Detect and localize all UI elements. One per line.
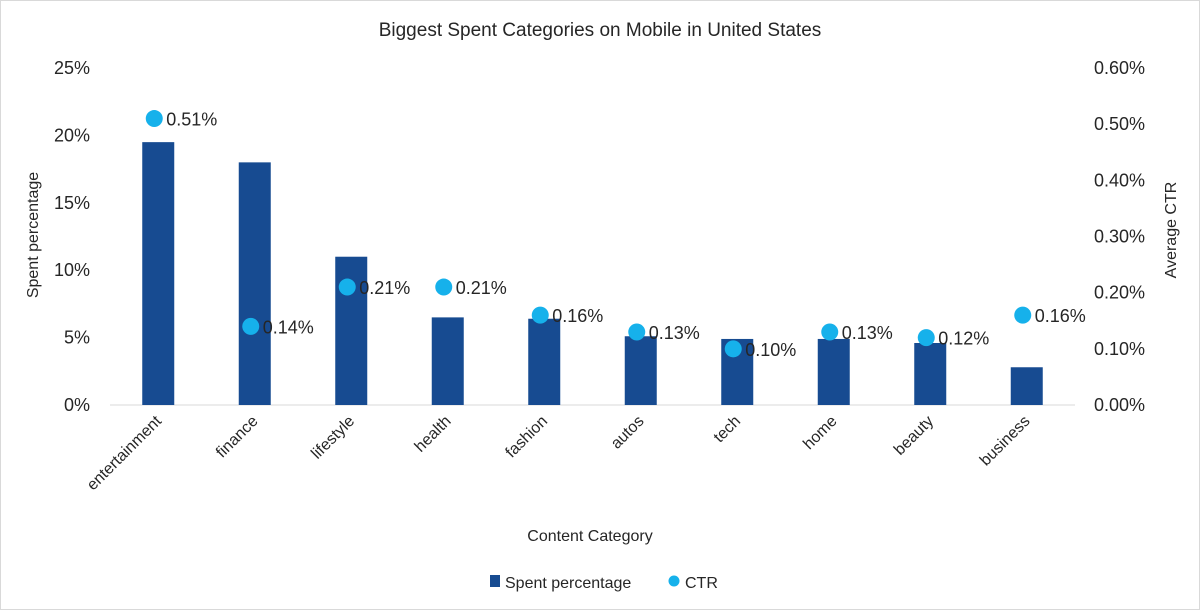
category-label-health: health <box>412 413 455 456</box>
y-tick-label: 10% <box>54 260 90 280</box>
y-tick-label: 20% <box>54 125 90 145</box>
ctr-point-home <box>821 323 839 341</box>
category-labels: entertainment finance lifestyle health fashi… <box>84 412 1034 494</box>
ctr-point-autos <box>628 323 646 341</box>
y2-tick-label: 0.20% <box>1094 283 1145 303</box>
category-label-entertainment: entertainment <box>84 412 166 494</box>
ctr-data-label: 0.51% <box>166 110 217 130</box>
ctr-data-label: 0.14% <box>263 317 314 337</box>
x-axis-title: Content Category <box>527 528 652 545</box>
y-tick-label: 5% <box>64 328 90 348</box>
ctr-data-label: 0.21% <box>359 278 410 298</box>
ctr-data-label: 0.12% <box>938 329 989 349</box>
ctr-data-label: 0.10% <box>745 340 796 360</box>
y2-axis-title: Average CTR <box>1163 182 1180 279</box>
bar-entertainment <box>142 142 175 405</box>
bar-finance <box>238 162 271 405</box>
legend: Spent percentage CTR <box>490 575 718 592</box>
category-label-autos: autos <box>608 413 648 453</box>
legend-label-spent: Spent percentage <box>505 575 631 592</box>
ctr-point-beauty <box>917 329 935 347</box>
y-axis-ticks: 0% 5% 10% 15% 20% 25% <box>54 58 90 415</box>
bar-health <box>431 317 464 405</box>
y-axis-title: Spent percentage <box>25 172 42 298</box>
ctr-point-fashion <box>531 306 549 324</box>
category-label-finance: finance <box>213 413 262 462</box>
ctr-data-label: 0.21% <box>456 278 507 298</box>
y-tick-label: 0% <box>64 395 90 415</box>
y2-tick-label: 0.00% <box>1094 395 1145 415</box>
category-label-business: business <box>977 413 1034 470</box>
ctr-point-tech <box>724 340 742 358</box>
legend-swatch-spent <box>490 575 500 587</box>
bar-home <box>817 338 850 405</box>
y2-tick-label: 0.10% <box>1094 339 1145 359</box>
ctr-data-label: 0.16% <box>552 306 603 326</box>
category-label-tech: tech <box>711 413 744 446</box>
ctr-data-label: 0.16% <box>1035 306 1086 326</box>
category-label-beauty: beauty <box>891 413 937 459</box>
category-label-fashion: fashion <box>503 413 552 462</box>
category-label-home: home <box>800 413 840 453</box>
category-label-lifestyle: lifestyle <box>308 413 358 463</box>
bar-business <box>1010 367 1043 405</box>
bar-series <box>142 142 1043 405</box>
bar-autos <box>624 336 657 405</box>
ctr-point-entertainment <box>145 110 163 128</box>
y2-tick-label: 0.30% <box>1094 227 1145 247</box>
y2-tick-label: 0.60% <box>1094 58 1145 78</box>
ctr-point-finance <box>242 317 260 335</box>
ctr-series: 0.51% 0.14% 0.21% 0.21% 0.16% 0.13% 0.10% 0.13%… <box>145 110 1086 360</box>
y-tick-label: 25% <box>54 58 90 78</box>
y2-tick-label: 0.50% <box>1094 114 1145 134</box>
legend-swatch-ctr <box>668 575 680 587</box>
y2-axis-ticks: 0.00% 0.10% 0.20% 0.30% 0.40% 0.50% 0.60% <box>1094 58 1145 415</box>
bar-fashion <box>528 318 561 405</box>
y2-tick-label: 0.40% <box>1094 170 1145 190</box>
ctr-data-label: 0.13% <box>842 323 893 343</box>
legend-label-ctr: CTR <box>685 575 718 592</box>
ctr-point-lifestyle <box>338 278 356 296</box>
ctr-point-business <box>1014 306 1032 324</box>
chart-title: Biggest Spent Categories on Mobile in Un… <box>379 20 822 41</box>
y-tick-label: 15% <box>54 193 90 213</box>
ctr-point-health <box>435 278 453 296</box>
ctr-data-label: 0.13% <box>649 323 700 343</box>
bar-beauty <box>914 342 947 405</box>
